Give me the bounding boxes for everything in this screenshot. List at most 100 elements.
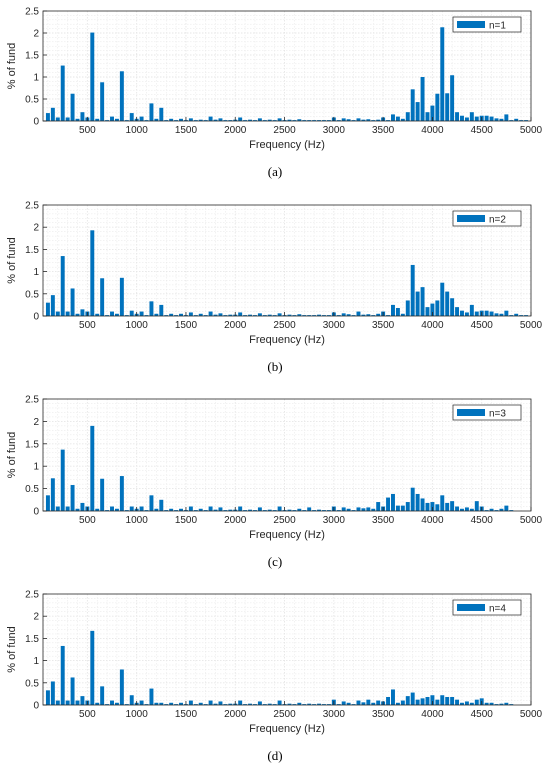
bar	[262, 704, 267, 705]
bar	[213, 119, 218, 121]
chart-panel: 500 1000 1500 2000 2500 3000 3500 4000 4500 5000 0…	[6, 7, 543, 180]
bar	[524, 120, 529, 121]
bar	[114, 702, 119, 705]
bar	[292, 510, 297, 511]
y-tick-label: 0	[33, 312, 39, 323]
bar	[321, 315, 326, 316]
bar	[267, 509, 272, 511]
bar	[469, 508, 474, 511]
x-tick-label: 1500	[175, 709, 198, 720]
bar	[95, 313, 100, 316]
bar	[228, 509, 233, 511]
bar	[420, 698, 425, 705]
legend-swatch	[457, 215, 485, 222]
bar	[213, 509, 218, 511]
x-tick-label: 2000	[224, 125, 247, 136]
bar	[346, 702, 351, 705]
bar	[169, 313, 174, 316]
y-axis-label: % of fund	[6, 43, 18, 89]
x-tick-label: 500	[79, 320, 96, 331]
x-tick-label: 2500	[273, 125, 296, 136]
bar	[430, 303, 435, 316]
legend: n=2	[452, 210, 522, 227]
bar	[474, 116, 479, 121]
bar	[445, 93, 450, 121]
plot-area	[43, 11, 531, 121]
bar	[272, 315, 277, 316]
y-tick-label: 1.5	[25, 634, 39, 645]
bar	[405, 696, 410, 705]
bar	[80, 309, 85, 316]
bar	[514, 313, 519, 316]
bar	[50, 681, 55, 705]
bar	[366, 699, 371, 705]
bar	[494, 510, 499, 511]
bar	[198, 508, 203, 511]
bar	[302, 510, 307, 511]
legend-label: n=3	[489, 409, 506, 420]
bar	[203, 120, 208, 121]
bar	[50, 478, 55, 511]
bar	[440, 495, 445, 511]
bar	[262, 120, 267, 121]
bar	[371, 315, 376, 316]
x-tick-label: 2000	[224, 320, 247, 331]
bar	[208, 311, 213, 316]
bar	[400, 118, 405, 121]
bar	[326, 510, 331, 511]
bar	[154, 702, 159, 705]
bar	[129, 310, 134, 316]
bar	[366, 314, 371, 316]
bar	[223, 315, 228, 316]
bar	[489, 508, 494, 511]
bar	[420, 287, 425, 316]
bar	[361, 702, 366, 705]
bar	[371, 508, 376, 511]
x-tick-label: 3000	[323, 709, 346, 720]
bar	[193, 510, 198, 511]
bar	[124, 315, 129, 316]
bar	[445, 502, 450, 511]
bar	[159, 702, 164, 705]
y-tick-label: 1.5	[25, 439, 39, 450]
bar	[361, 314, 366, 316]
bar	[193, 315, 198, 316]
bar	[179, 702, 183, 705]
x-tick-label: 3500	[372, 515, 395, 526]
bar	[287, 314, 292, 316]
bar	[80, 696, 85, 705]
y-tick-label: 0.5	[25, 484, 39, 495]
bar	[484, 702, 489, 705]
bar	[124, 510, 129, 511]
bar	[267, 314, 272, 316]
bar	[430, 502, 435, 511]
bar	[400, 700, 405, 705]
bar	[489, 311, 494, 316]
bar	[386, 315, 391, 316]
bar	[361, 508, 366, 511]
bar	[129, 695, 134, 705]
bar	[321, 510, 326, 511]
bar	[351, 510, 356, 511]
bar	[450, 75, 455, 121]
bar	[455, 506, 460, 511]
bar	[312, 704, 317, 705]
bar	[129, 506, 134, 511]
x-tick-label: 1500	[175, 515, 198, 526]
bar	[272, 120, 277, 121]
bar	[405, 502, 410, 511]
bar	[203, 704, 208, 705]
bar	[509, 120, 514, 121]
y-axis-label: % of fund	[6, 432, 18, 478]
legend-label: n=4	[489, 604, 506, 615]
bar	[75, 700, 80, 705]
bar	[376, 119, 381, 121]
y-tick-label: 2	[33, 612, 39, 623]
y-tick-label: 0.5	[25, 678, 39, 689]
bar	[188, 118, 193, 121]
bar	[238, 506, 243, 511]
bar	[400, 313, 405, 316]
bar	[90, 230, 95, 316]
bar	[55, 311, 60, 316]
bar	[292, 120, 297, 121]
